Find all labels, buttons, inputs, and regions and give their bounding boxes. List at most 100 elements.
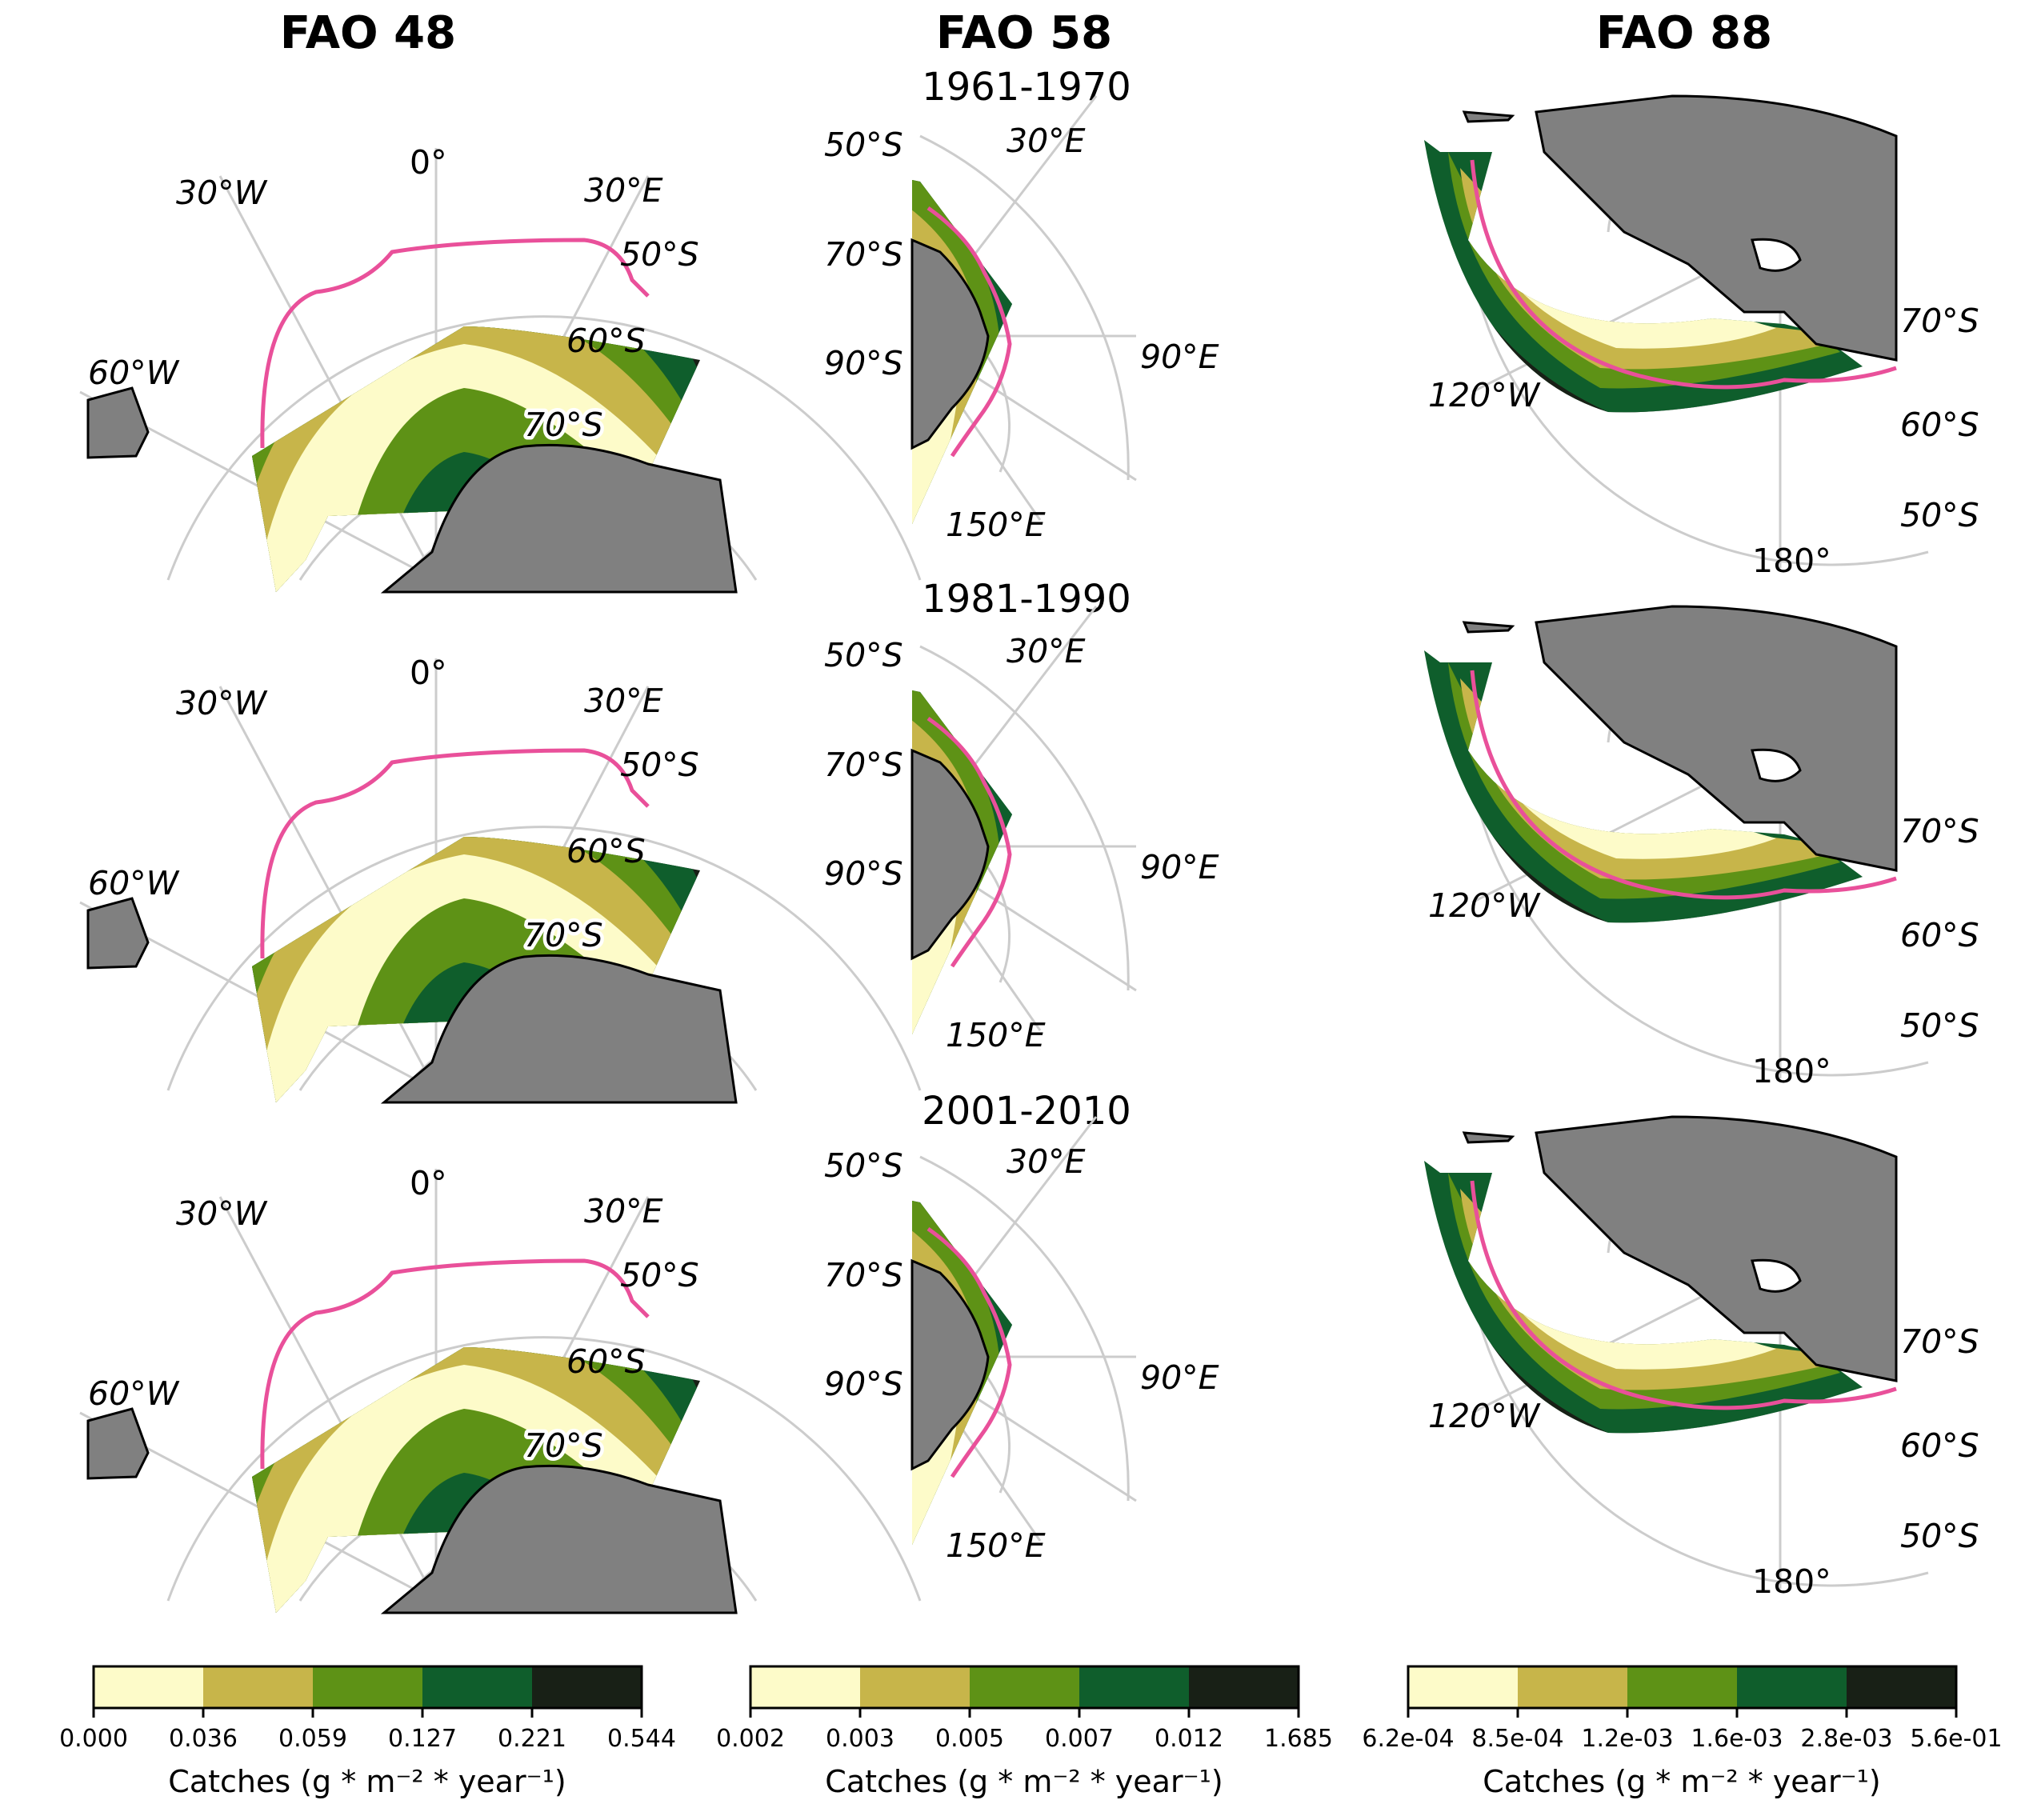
lbl-50s: 50°S	[620, 746, 699, 784]
lbl-60w: 60°W	[88, 354, 180, 392]
colorbar-bin-2	[1518, 1666, 1627, 1708]
lbl-60s: 60°S	[566, 832, 646, 870]
lbl-30e: 30°E	[1006, 122, 1086, 160]
lbl-70s: 70°S	[1900, 812, 1979, 850]
lbl-60s: 60°S	[1900, 1426, 1979, 1465]
row-title-1: 1961-1970	[922, 65, 1131, 110]
lbl-60w: 60°W	[88, 864, 180, 902]
lbl-30e: 30°E	[584, 1192, 663, 1230]
lbl-70s: 70°S	[824, 235, 903, 274]
colorbar-bin-5	[1847, 1666, 1956, 1708]
lbl-50s: 50°S	[1900, 1517, 1979, 1555]
col-title-fao58: FAO 58	[936, 7, 1112, 59]
lbl-120w: 120°W	[1428, 886, 1541, 925]
lbl-70s: 70°S	[524, 916, 603, 954]
lbl-50s: 50°S	[824, 1146, 903, 1185]
lbl-30e: 30°E	[1006, 632, 1086, 670]
lbl-70s: 70°S	[1900, 1322, 1979, 1361]
colorbar-label: Catches (g * m⁻² * year⁻¹)	[168, 1764, 566, 1799]
lbl-150e: 150°E	[946, 506, 1046, 544]
map-panel-fao48-row3: 0° 30°W 30°E 50°S 60°S 60°W 70°S	[80, 1164, 920, 1725]
col-title-fao88: FAO 88	[1596, 7, 1772, 59]
lbl-60s: 60°S	[1900, 406, 1979, 444]
lbl-50s: 50°S	[1900, 1006, 1979, 1045]
colorbar-bin-2	[860, 1666, 970, 1708]
lbl-30w: 30°W	[176, 1194, 268, 1233]
lbl-90s: 90°S	[824, 854, 903, 893]
lbl-70s: 70°S	[1900, 302, 1979, 340]
lbl-180: 180°	[1752, 1562, 1831, 1601]
cb-tick: 0.005	[935, 1725, 1004, 1753]
cb-tick: 0.036	[169, 1725, 238, 1753]
map-panel-fao88-row2: 70°S 120°W 60°S 50°S 180°	[1408, 606, 1979, 1090]
lbl-70s: 70°S	[824, 1256, 903, 1294]
colorbar-fao48: 0.000 0.036 0.059 0.127 0.221 0.544 Catc…	[59, 1665, 676, 1799]
lbl-30e: 30°E	[1006, 1142, 1086, 1181]
lbl-150e: 150°E	[946, 1016, 1046, 1054]
lbl-30e: 30°E	[584, 682, 663, 720]
lbl-70s: 70°S	[524, 406, 603, 444]
row-title-2: 1981-1990	[922, 577, 1131, 622]
cb-tick: 0.000	[59, 1725, 128, 1753]
lbl-50s: 50°S	[620, 235, 699, 274]
cb-tick: 1.2e-03	[1581, 1725, 1673, 1753]
lbl-90e: 90°E	[1140, 338, 1219, 376]
lbl-60s: 60°S	[566, 1342, 646, 1381]
cb-tick: 5.6e-01	[1910, 1725, 2002, 1753]
cb-tick: 0.544	[607, 1725, 676, 1753]
colorbar-bin-3	[1627, 1666, 1737, 1708]
colorbar-bin-4	[1737, 1666, 1847, 1708]
lbl-70s: 70°S	[524, 1426, 603, 1465]
lbl-0deg: 0°	[410, 143, 447, 182]
cb-tick: 0.003	[826, 1725, 894, 1753]
cb-tick: 1.685	[1264, 1725, 1333, 1753]
lbl-50s: 50°S	[1900, 496, 1979, 534]
lbl-30w: 30°W	[176, 174, 268, 212]
lbl-30w: 30°W	[176, 684, 268, 722]
map-panel-fao88-row3: 70°S 120°W 60°S 50°S 180°	[1408, 1117, 1979, 1601]
lbl-90e: 90°E	[1140, 848, 1219, 886]
lbl-0deg: 0°	[410, 1164, 447, 1202]
cb-tick: 1.6e-03	[1691, 1725, 1783, 1753]
cb-tick: 0.127	[388, 1725, 457, 1753]
lbl-70s: 70°S	[824, 746, 903, 784]
lbl-120w: 120°W	[1428, 1397, 1541, 1435]
colorbar-bin-5	[1189, 1666, 1299, 1708]
lbl-90s: 90°S	[824, 344, 903, 382]
lbl-50s: 50°S	[620, 1256, 699, 1294]
colorbar-bin-1	[94, 1666, 203, 1708]
lbl-120w: 120°W	[1428, 376, 1541, 414]
cb-tick: 0.002	[716, 1725, 785, 1753]
lbl-90e: 90°E	[1140, 1358, 1219, 1397]
lbl-60w: 60°W	[88, 1374, 180, 1413]
colorbar-fao58: 0.002 0.003 0.005 0.007 0.012 1.685 Catc…	[716, 1665, 1333, 1799]
lbl-180: 180°	[1752, 1052, 1831, 1090]
colorbar-bin-3	[970, 1666, 1079, 1708]
map-panel-fao48-row2: 0° 30°W 30°E 50°S 60°S 60°W 70°S	[80, 654, 920, 1214]
map-panel-fao88-row1: 70°S 120°W 60°S 50°S 180°	[1408, 96, 1979, 580]
lbl-0deg: 0°	[410, 654, 447, 692]
cb-tick: 0.221	[498, 1725, 566, 1753]
cb-tick: 2.8e-03	[1800, 1725, 1892, 1753]
lbl-150e: 150°E	[946, 1526, 1046, 1565]
map-panel-fao58-row3: 50°S 30°E 70°S 90°S 90°E 150°E	[824, 1117, 1219, 1565]
colorbar-label: Catches (g * m⁻² * year⁻¹)	[825, 1764, 1223, 1799]
lbl-60s: 60°S	[1900, 916, 1979, 954]
map-panel-fao58-row2: 50°S 30°E 70°S 90°S 90°E 150°E	[824, 606, 1219, 1054]
cb-tick: 6.2e-04	[1362, 1725, 1454, 1753]
colorbar-bin-3	[313, 1666, 422, 1708]
map-panel-fao48-row1: 0° 30°W 30°E 50°S 60°S 60°W 70°S	[80, 143, 920, 704]
cb-tick: 8.5e-04	[1471, 1725, 1563, 1753]
lbl-90s: 90°S	[824, 1365, 903, 1403]
col-title-fao48: FAO 48	[280, 7, 456, 59]
lbl-180: 180°	[1752, 542, 1831, 580]
colorbar-label: Catches (g * m⁻² * year⁻¹)	[1483, 1764, 1880, 1799]
cb-tick: 0.007	[1045, 1725, 1114, 1753]
colorbar-bin-1	[1408, 1666, 1518, 1708]
lbl-30e: 30°E	[584, 171, 663, 210]
colorbar-bin-5	[532, 1666, 642, 1708]
row-title-3: 2001-2010	[922, 1089, 1131, 1134]
cb-tick: 0.059	[278, 1725, 347, 1753]
map-panel-fao58-row1: 50°S 30°E 70°S 90°S 90°E 150°E	[824, 96, 1219, 544]
